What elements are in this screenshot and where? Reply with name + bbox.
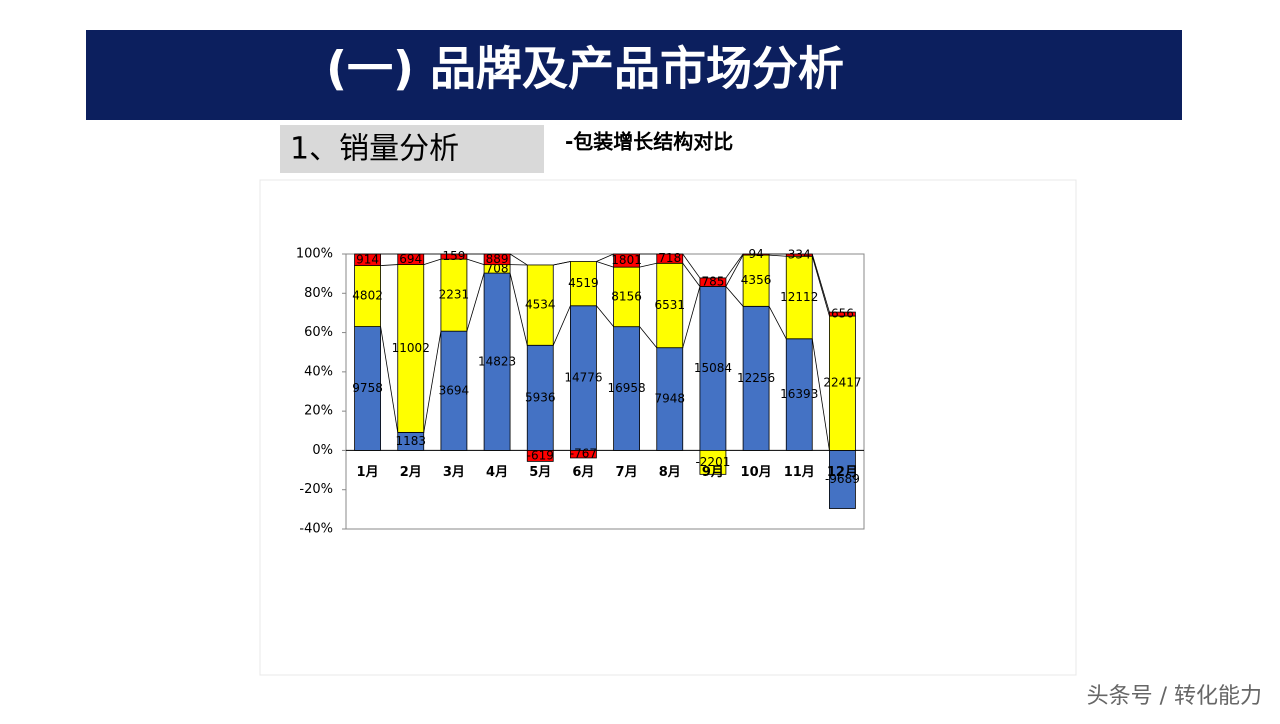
data-label: 4534	[525, 298, 556, 312]
x-tick-label: 3月	[443, 465, 465, 480]
data-label: 3694	[439, 383, 470, 397]
section-title: 1、销量分析	[290, 132, 459, 167]
data-label: -767	[570, 447, 597, 461]
data-label: 4356	[741, 273, 772, 287]
x-tick-label: 8月	[659, 465, 681, 480]
y-tick-label: 40%	[304, 364, 333, 379]
data-label: 2231	[439, 288, 470, 302]
watermark: 头条号 / 转化能力	[1087, 684, 1262, 709]
x-tick-label: 7月	[616, 465, 638, 480]
data-label: 94	[748, 247, 763, 261]
data-label: 785	[701, 275, 724, 289]
x-tick-label: 12月	[827, 465, 858, 480]
data-label: 14823	[478, 354, 516, 368]
data-label: 12256	[737, 371, 775, 385]
data-label: 16958	[607, 381, 645, 395]
x-tick-label: 5月	[529, 465, 551, 480]
y-tick-label: -40%	[299, 522, 333, 537]
data-label: 1183	[395, 434, 426, 448]
data-label: 8156	[611, 289, 642, 303]
data-label: 1801	[611, 253, 642, 267]
data-label: 12112	[780, 290, 818, 304]
data-label: 718	[658, 251, 681, 265]
data-label: 914	[356, 252, 379, 266]
x-tick-label: 1月	[357, 465, 379, 480]
y-tick-label: 20%	[304, 404, 333, 419]
data-label: 334	[788, 248, 811, 262]
y-tick-label: 0%	[312, 443, 333, 458]
data-label: 11002	[392, 341, 430, 355]
data-label: 6531	[654, 298, 685, 312]
x-tick-label: 2月	[400, 465, 422, 480]
subtitle: -包装增长结构对比	[565, 130, 733, 154]
data-label: 159	[442, 249, 465, 263]
data-label: 14776	[564, 371, 602, 385]
y-tick-label: -20%	[299, 482, 333, 497]
slide-title: (一) 品牌及产品市场分析	[326, 42, 844, 96]
data-label: 4519	[568, 276, 599, 290]
x-tick-label: 4月	[486, 465, 508, 480]
data-label: 889	[486, 252, 509, 266]
data-label: -619	[527, 448, 554, 462]
x-tick-label: 6月	[572, 465, 594, 480]
y-tick-label: 100%	[296, 247, 333, 262]
data-label: 4802	[352, 289, 383, 303]
y-tick-label: 80%	[304, 286, 333, 301]
x-tick-label: 10月	[741, 465, 772, 480]
y-tick-label: 60%	[304, 325, 333, 340]
x-tick-label: 9月	[702, 465, 724, 480]
data-label: 22417	[823, 376, 861, 390]
data-label: 16393	[780, 387, 818, 401]
x-tick-label: 11月	[784, 465, 815, 480]
data-label: 694	[399, 252, 422, 266]
data-label: 656	[831, 307, 854, 321]
data-label: 15084	[694, 361, 732, 375]
data-label: 7948	[654, 392, 685, 406]
data-label: 9758	[352, 381, 383, 395]
data-label: 5936	[525, 390, 556, 404]
